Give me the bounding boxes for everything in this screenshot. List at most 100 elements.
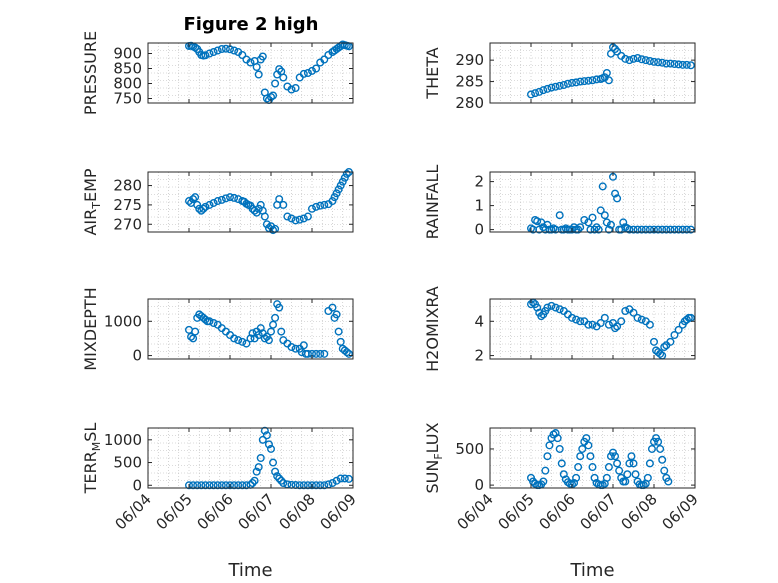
data-point xyxy=(238,51,247,60)
data-point xyxy=(299,481,308,490)
data-point xyxy=(613,322,622,331)
data-point xyxy=(264,336,273,345)
data-point xyxy=(184,481,193,490)
data-point xyxy=(654,437,663,446)
data-point xyxy=(279,200,288,209)
data-point xyxy=(611,452,620,461)
y-tick-label: 285 xyxy=(455,73,484,91)
data-point xyxy=(320,200,329,209)
data-point xyxy=(199,204,208,213)
data-point xyxy=(600,211,609,220)
data-point xyxy=(678,60,687,69)
data-point xyxy=(193,200,202,209)
axes-box xyxy=(147,427,354,489)
data-point xyxy=(670,331,679,340)
y-axis-label: SUNFLUX xyxy=(423,422,445,493)
data-point xyxy=(246,58,255,67)
data-point xyxy=(647,444,656,453)
data-point xyxy=(295,215,304,224)
data-point xyxy=(531,89,540,98)
data-point xyxy=(637,55,646,64)
data-point xyxy=(299,69,308,78)
data-point xyxy=(225,193,234,202)
x-tick-label: 06/04 xyxy=(454,490,497,533)
y-tick-label: 1 xyxy=(474,197,484,215)
y-axis-label: PRESSURE xyxy=(81,31,100,115)
data-point xyxy=(621,54,630,63)
axes-box xyxy=(489,171,696,233)
data-point xyxy=(588,76,597,85)
y-axis-label: RAINFALL xyxy=(423,165,442,240)
y-tick-label: 270 xyxy=(113,215,142,233)
y-tick-label: 0 xyxy=(132,347,142,365)
data-point xyxy=(262,94,271,103)
data-point xyxy=(625,225,634,234)
data-point xyxy=(336,474,345,483)
data-point xyxy=(576,223,585,232)
data-point xyxy=(308,481,317,490)
data-point xyxy=(551,303,560,312)
x-tick-label: 06/07 xyxy=(577,490,620,533)
data-point xyxy=(184,197,193,206)
subplot-rainfall: 0 1 2 RAINFALL xyxy=(423,165,696,240)
data-point xyxy=(221,481,230,490)
data-point xyxy=(588,213,597,222)
data-point xyxy=(580,77,589,86)
axes-box xyxy=(489,42,696,104)
x-tick-label: 06/09 xyxy=(659,490,702,533)
data-point xyxy=(588,463,597,472)
data-point xyxy=(602,68,611,77)
data-point xyxy=(623,470,632,479)
data-point xyxy=(252,63,261,72)
data-point xyxy=(291,216,300,225)
data-point xyxy=(193,481,202,490)
data-point xyxy=(590,473,599,482)
data-point xyxy=(586,452,595,461)
y-tick-label: 290 xyxy=(455,51,484,69)
data-point xyxy=(217,195,226,204)
data-point xyxy=(303,481,312,490)
data-point xyxy=(539,477,548,486)
data-point xyxy=(187,332,196,341)
data-point xyxy=(559,470,568,479)
data-point xyxy=(645,225,654,234)
data-point xyxy=(604,225,613,234)
data-point xyxy=(225,481,234,490)
data-point xyxy=(551,82,560,91)
x-tick-label: 06/05 xyxy=(495,490,538,533)
data-point xyxy=(541,466,550,475)
data-point xyxy=(584,218,593,227)
data-point xyxy=(611,189,620,198)
y-axis-label: TERRMSL xyxy=(81,423,103,495)
data-point xyxy=(545,441,554,450)
data-point xyxy=(312,202,321,211)
x-axis-label: Time xyxy=(227,560,272,581)
data-point xyxy=(264,440,273,449)
y-tick-label: 850 xyxy=(113,60,142,78)
data-point xyxy=(209,48,218,57)
data-point xyxy=(275,303,284,312)
subplot-theta: 280 285 290 THETA xyxy=(423,42,696,112)
data-point xyxy=(574,463,583,472)
data-point xyxy=(633,54,642,63)
y-tick-label: 500 xyxy=(455,440,484,458)
data-point xyxy=(658,58,667,67)
data-point xyxy=(654,225,663,234)
data-point xyxy=(572,315,581,324)
x-axis-label: Time xyxy=(569,560,614,581)
y-tick-label: 1000 xyxy=(104,312,142,330)
data-point xyxy=(662,225,671,234)
data-point xyxy=(230,334,239,343)
data-point xyxy=(189,195,198,204)
data-point xyxy=(209,481,218,490)
data-point xyxy=(201,315,210,324)
data-point xyxy=(267,444,276,453)
data-point xyxy=(576,77,585,86)
data-point xyxy=(629,459,638,468)
data-point xyxy=(637,225,646,234)
data-point xyxy=(596,206,605,215)
data-point xyxy=(342,169,351,178)
data-point xyxy=(604,463,613,472)
